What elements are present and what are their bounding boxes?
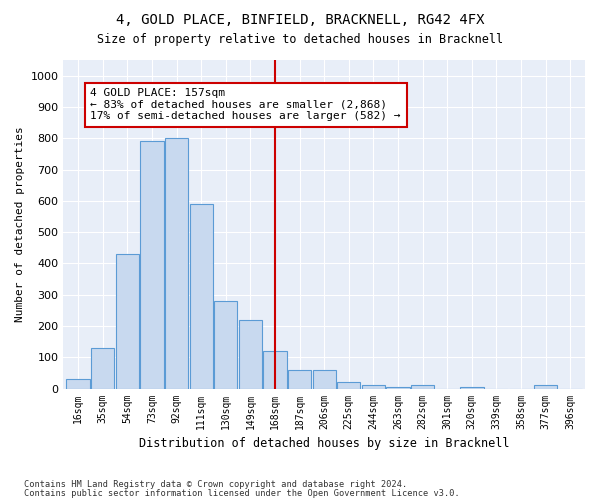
Bar: [67, 379, 90, 388]
Text: Contains HM Land Registry data © Crown copyright and database right 2024.: Contains HM Land Registry data © Crown c…: [24, 480, 407, 489]
Text: 4, GOLD PLACE, BINFIELD, BRACKNELL, RG42 4FX: 4, GOLD PLACE, BINFIELD, BRACKNELL, RG42…: [116, 12, 484, 26]
Text: Size of property relative to detached houses in Bracknell: Size of property relative to detached ho…: [97, 32, 503, 46]
Text: Contains public sector information licensed under the Open Government Licence v3: Contains public sector information licen…: [24, 489, 460, 498]
Y-axis label: Number of detached properties: Number of detached properties: [15, 126, 25, 322]
Bar: [362, 386, 385, 388]
Bar: [165, 138, 188, 388]
Bar: [116, 254, 139, 388]
Bar: [91, 348, 115, 389]
Bar: [386, 387, 410, 388]
Text: 4 GOLD PLACE: 157sqm
← 83% of detached houses are smaller (2,868)
17% of semi-de: 4 GOLD PLACE: 157sqm ← 83% of detached h…: [91, 88, 401, 122]
Bar: [263, 351, 287, 389]
Bar: [239, 320, 262, 388]
Bar: [460, 387, 484, 388]
Bar: [313, 370, 336, 388]
Bar: [337, 382, 361, 388]
Bar: [534, 386, 557, 388]
X-axis label: Distribution of detached houses by size in Bracknell: Distribution of detached houses by size …: [139, 437, 509, 450]
Bar: [288, 370, 311, 388]
Bar: [214, 301, 238, 388]
Bar: [140, 142, 164, 388]
Bar: [411, 386, 434, 388]
Bar: [190, 204, 213, 388]
